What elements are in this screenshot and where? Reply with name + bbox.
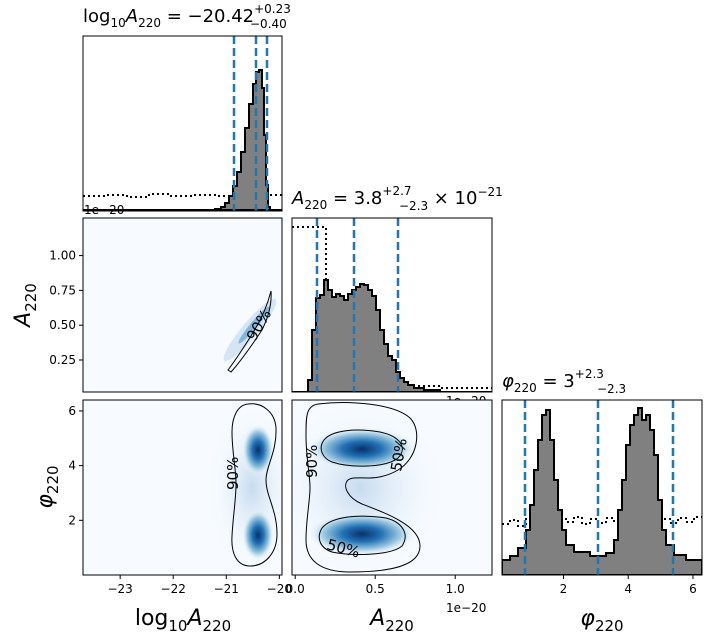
contour-50-A-phi-lower xyxy=(318,515,406,555)
x-tick-label: −21 xyxy=(214,582,239,596)
x-label-A: A220 xyxy=(368,606,414,635)
panel-frame xyxy=(82,35,283,212)
panel-2d-A-phi: 90% 50% 50% 0.0 0.5 1.0 1e−20 A220 xyxy=(286,399,493,635)
title-phi: φ220 = 3+2.3 −2.3 xyxy=(502,367,626,396)
offset-text-top: 1e−20 xyxy=(84,203,124,217)
panel-frame xyxy=(291,399,493,576)
y-tick-label: 2 xyxy=(68,513,76,527)
contour-90-logA-phi xyxy=(231,403,278,567)
panel-frame xyxy=(82,217,283,393)
x-tick-label: −23 xyxy=(107,582,132,596)
contour-label-50: 50% xyxy=(387,437,411,473)
x-ticks-phi: 2 4 6 xyxy=(560,575,697,596)
panel-marginal-logA: 1e−20 log10A220 = −20.42+0.23 −0.40 xyxy=(82,2,291,217)
y-ticks-phi: 2 4 6 xyxy=(68,404,83,527)
logA-posterior-hist xyxy=(83,69,282,211)
phi-posterior-hist xyxy=(502,407,702,575)
y-tick-label: 4 xyxy=(68,459,76,473)
offset-text-bottom: 1e−20 xyxy=(446,601,486,615)
panel-2d-logA-phi: 90% 2 4 6 −23 −22 −21 −20 φ220 log10A220 xyxy=(33,399,292,635)
contour-50-A-phi-upper xyxy=(320,429,403,467)
contour-label-90: 90% xyxy=(224,457,242,490)
x-tick-label: 0.5 xyxy=(366,582,385,596)
x-ticks-logA: −23 −22 −21 −20 xyxy=(107,575,292,596)
y-tick-label: 0.25 xyxy=(49,353,76,367)
x-tick-label: −20 xyxy=(267,582,292,596)
title-A: A220 = 3.8+2.7 −2.3 × 10−21 xyxy=(291,184,503,213)
y-ticks-A: 0.25 0.50 0.75 1.00 xyxy=(49,249,83,367)
x-tick-label: 2 xyxy=(560,582,568,596)
x-tick-label: −22 xyxy=(161,582,186,596)
y-label-phi: φ220 xyxy=(33,465,62,508)
x-tick-label: 0.0 xyxy=(286,582,305,596)
A-posterior-hist xyxy=(292,279,492,392)
x-tick-label: 4 xyxy=(624,582,632,596)
y-tick-label: 0.50 xyxy=(49,318,76,332)
panel-marginal-A: 1e−20 A220 = 3.8+2.7−2.3 × 10−21 xyxy=(291,184,503,408)
panel-frame xyxy=(82,399,283,576)
y-tick-label: 0.75 xyxy=(49,283,76,297)
x-label-phi: φ220 xyxy=(580,606,623,635)
x-label-logA: log10A220 xyxy=(135,606,231,635)
logA-prior-line xyxy=(83,193,282,198)
x-tick-label: 6 xyxy=(689,582,697,596)
y-label-A: A220 xyxy=(11,283,40,329)
contour-90-logA-A xyxy=(227,290,272,373)
y-tick-label: 6 xyxy=(68,404,76,418)
title-logA: log10A220 = −20.42+0.23 −0.40 xyxy=(83,2,291,31)
y-tick-label: 1.00 xyxy=(49,249,76,263)
panel-frame xyxy=(291,217,493,393)
panel-2d-logA-A: 90% 0.250.500.751.00 A220 xyxy=(11,217,283,393)
contour-90-A-phi xyxy=(305,402,421,573)
x-tick-label: 1.0 xyxy=(446,582,465,596)
panel-marginal-phi: φ220 = 3+2.3 −2.3 xyxy=(501,367,703,576)
contour-label-90: 90% xyxy=(303,445,321,478)
x-ticks-A: 0.0 0.5 1.0 xyxy=(286,575,465,596)
panel-frame xyxy=(501,399,703,576)
